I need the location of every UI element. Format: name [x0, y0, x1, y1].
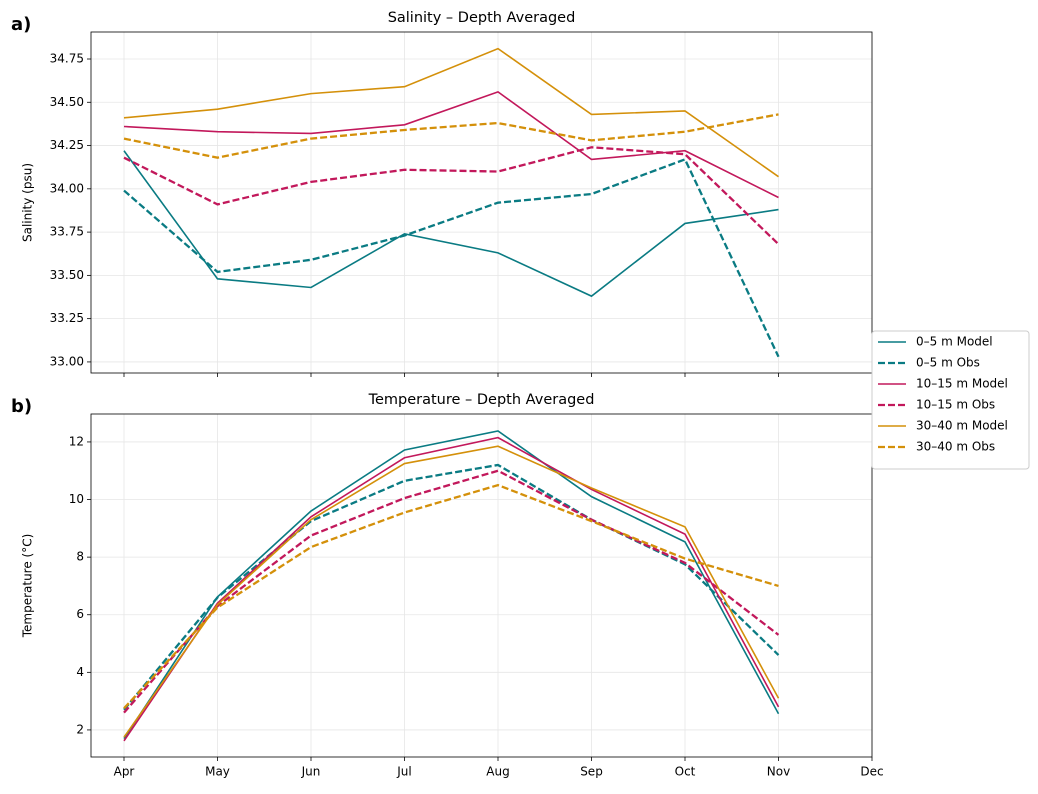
series-line [123, 436, 780, 742]
y-axis-label: Temperature (°C) [21, 534, 35, 639]
y-tick-label: 6 [76, 607, 84, 621]
x-tick-label: Oct [675, 765, 696, 779]
series-line [123, 113, 779, 159]
x-tick-label: May [205, 765, 230, 779]
x-tick-label: Jul [396, 765, 411, 779]
plot-frame [90, 31, 873, 374]
series-line [123, 157, 780, 358]
series-line [123, 47, 779, 178]
chart-title: Salinity – Depth Averaged [388, 10, 576, 26]
x-tick-label: Sep [580, 765, 603, 779]
y-tick-label: 4 [76, 665, 84, 679]
legend-label: 0–5 m Model [916, 335, 993, 349]
y-tick-label: 34.50 [50, 95, 84, 109]
series-line [123, 146, 780, 246]
panel-label: b) [11, 396, 32, 417]
legend-label: 10–15 m Obs [916, 398, 995, 412]
y-tick-label: 34.00 [50, 181, 84, 195]
series-line [123, 150, 779, 298]
series-line [123, 430, 780, 740]
series-line [123, 445, 780, 738]
chart-title: Temperature – Depth Averaged [368, 392, 595, 408]
legend-label: 0–5 m Obs [916, 356, 980, 370]
x-tick-label: Dec [860, 765, 883, 779]
y-tick-label: 12 [69, 434, 84, 448]
x-tick-label: Nov [767, 765, 790, 779]
y-tick-label: 8 [76, 550, 84, 564]
plot-frame [90, 413, 873, 758]
series-line [123, 483, 779, 710]
series-line [123, 463, 780, 711]
y-axis-label: Salinity (psu) [21, 163, 35, 242]
y-tick-label: 10 [69, 492, 84, 506]
x-tick-label: Apr [114, 765, 135, 779]
y-tick-label: 34.75 [50, 52, 84, 66]
y-tick-label: 33.25 [50, 311, 84, 325]
panel-label: a) [11, 14, 31, 35]
x-tick-label: Aug [486, 765, 509, 779]
y-tick-label: 33.50 [50, 268, 84, 282]
y-tick-label: 33.00 [50, 354, 84, 368]
y-tick-label: 2 [76, 722, 84, 736]
x-tick-label: Jun [301, 765, 321, 779]
legend-label: 10–15 m Model [916, 377, 1008, 391]
y-tick-label: 34.25 [50, 138, 84, 152]
legend-label: 30–40 m Model [916, 419, 1008, 433]
legend-box [871, 330, 1030, 470]
y-tick-label: 33.75 [50, 225, 84, 239]
series-line [123, 469, 780, 714]
legend-label: 30–40 m Obs [916, 440, 995, 454]
